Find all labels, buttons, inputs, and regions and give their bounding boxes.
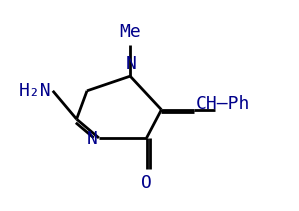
Text: N: N [86, 130, 97, 148]
Text: CH—Ph: CH—Ph [196, 95, 250, 114]
Text: Me: Me [119, 23, 141, 41]
Text: N: N [126, 55, 137, 73]
Text: H₂N: H₂N [19, 82, 51, 100]
Text: O: O [141, 174, 152, 192]
